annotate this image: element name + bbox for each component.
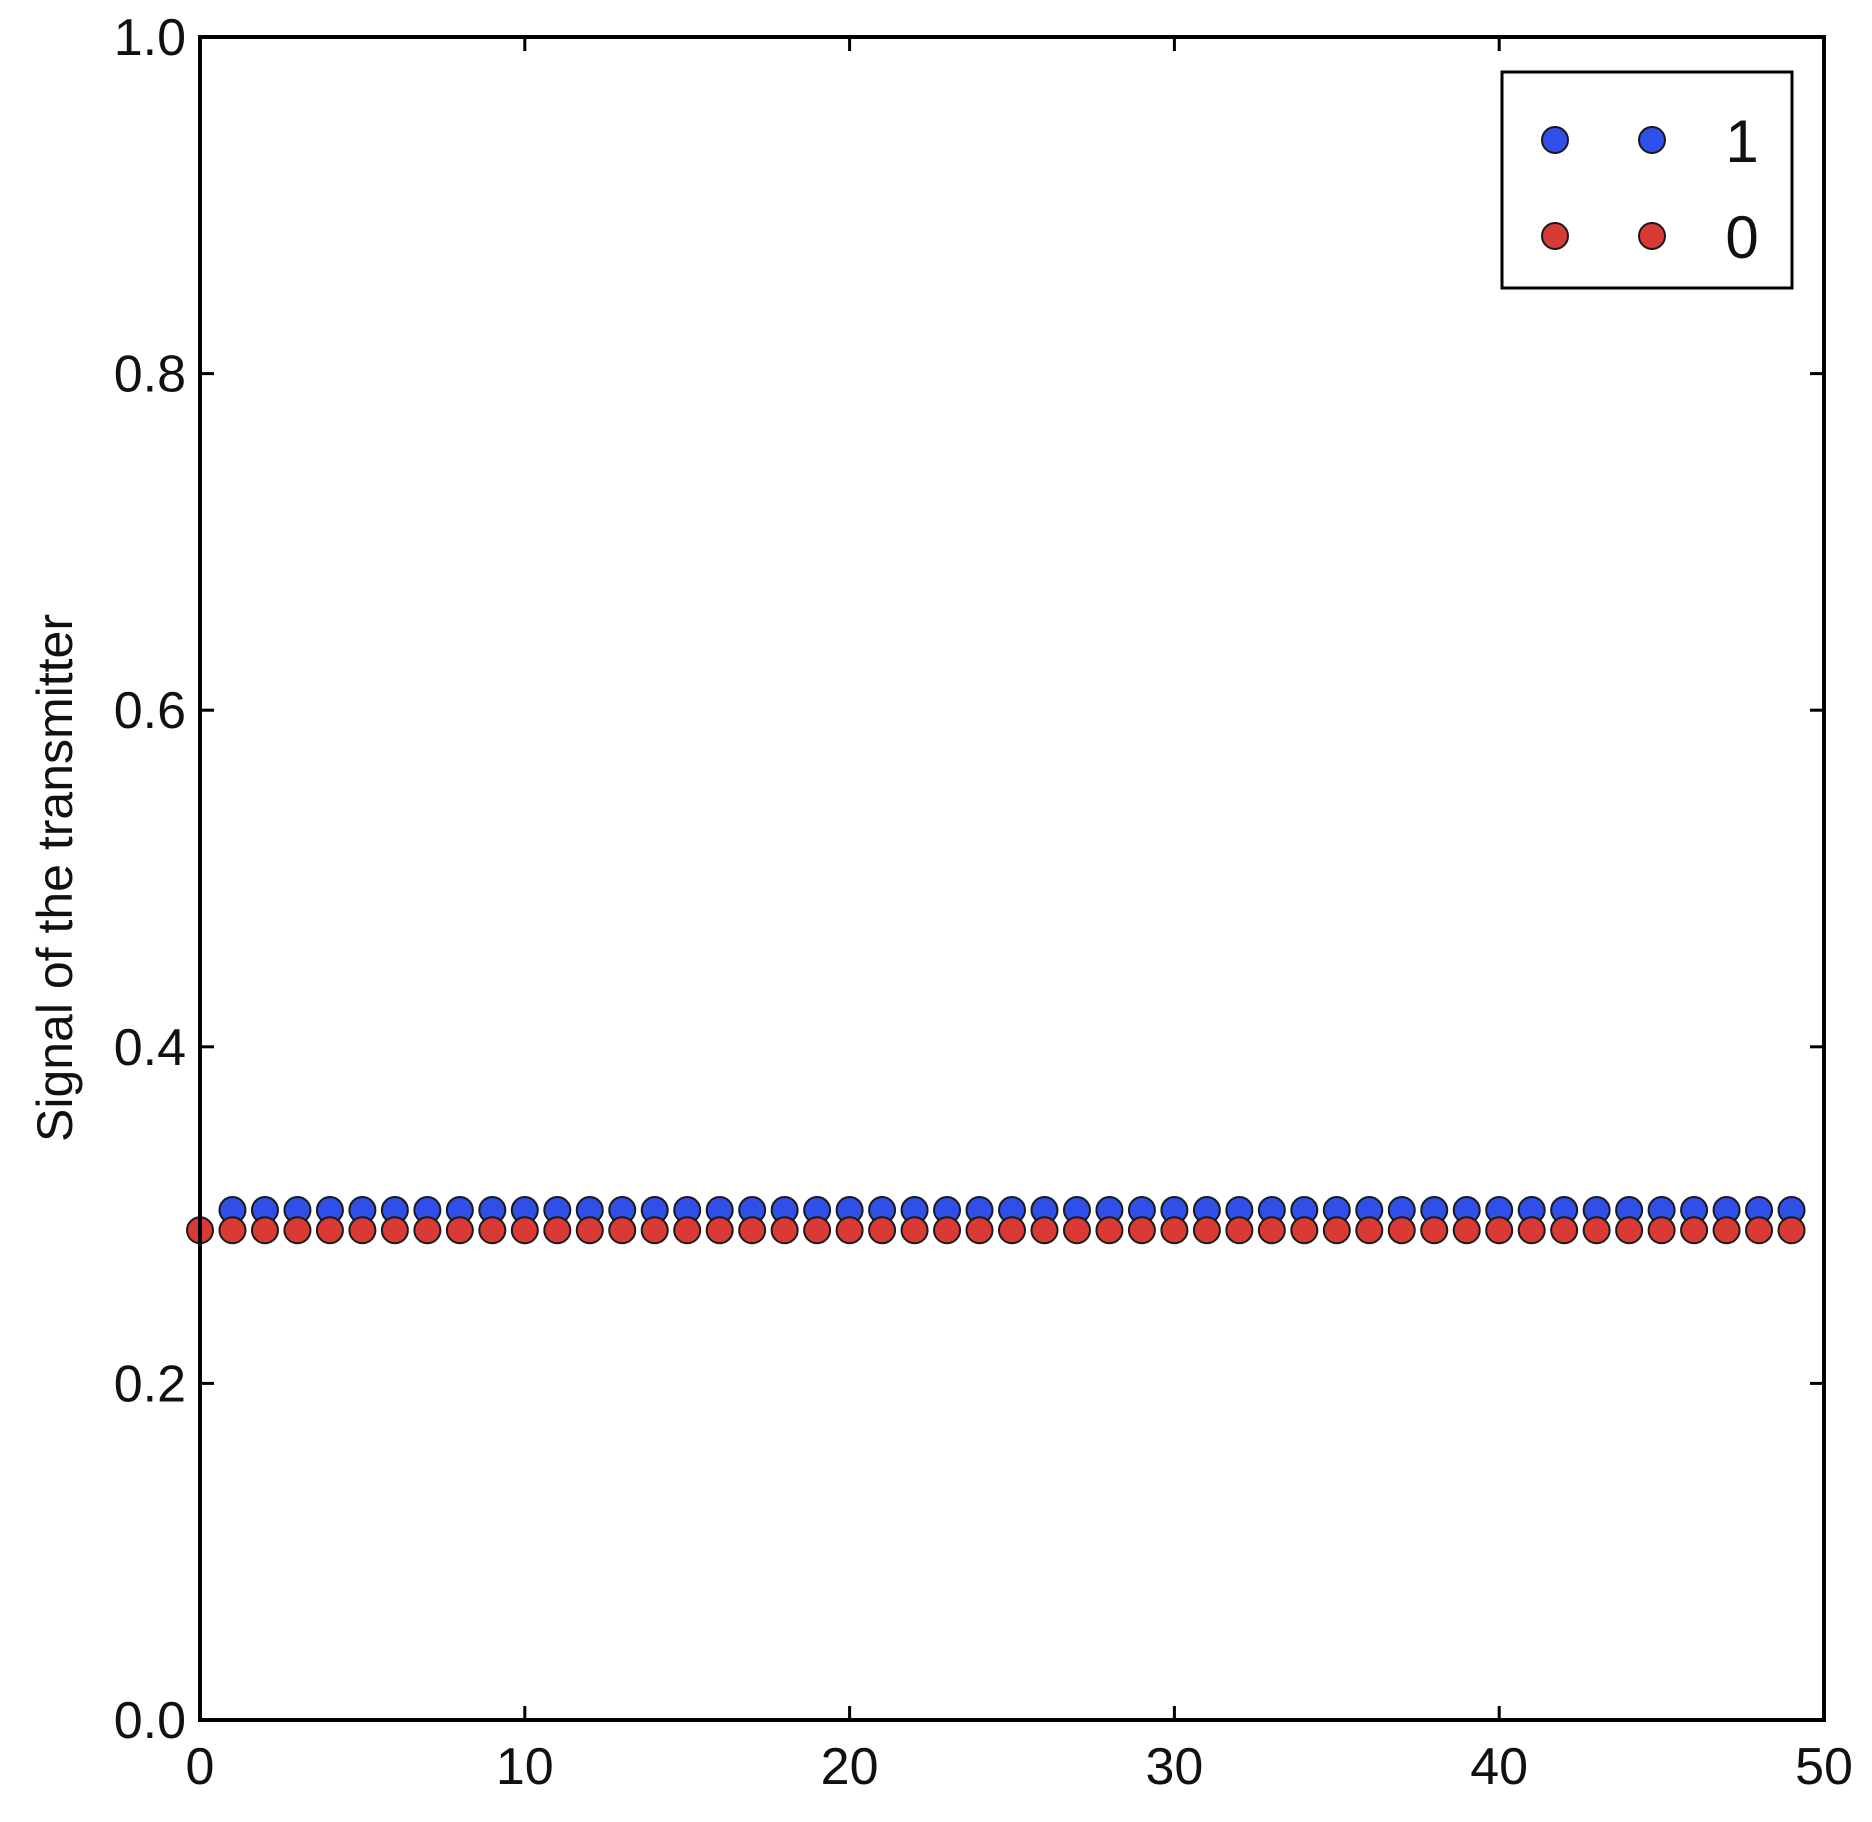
series-0-point [835, 1216, 864, 1245]
data-points [186, 1196, 1806, 1245]
x-tick-label: 0 [186, 1738, 215, 1796]
y-tick-label: 0.0 [114, 1692, 186, 1750]
series-0-point [770, 1216, 799, 1245]
series-0-point [640, 1216, 669, 1245]
series-0-point [445, 1216, 474, 1245]
series-0-point [1485, 1216, 1514, 1245]
series-0-point [738, 1216, 767, 1245]
x-tick-label: 30 [1145, 1738, 1203, 1796]
legend-label: 0 [1725, 204, 1758, 271]
series-0-point [510, 1216, 539, 1245]
y-axis-title: Signal of the transmitter [27, 614, 83, 1142]
series-0-point [1225, 1216, 1254, 1245]
series-0-point [478, 1216, 507, 1245]
series-0-point [1030, 1216, 1059, 1245]
series-0-point [803, 1216, 832, 1245]
series-0-point [1192, 1216, 1221, 1245]
series-0-point [283, 1216, 312, 1245]
series-0-point [1647, 1216, 1676, 1245]
series-0-point [1777, 1216, 1806, 1245]
legend-box [1500, 70, 1794, 290]
x-tick-label: 50 [1795, 1738, 1853, 1796]
y-tick-label: 0.4 [114, 1019, 186, 1077]
series-0-point [998, 1216, 1026, 1245]
legend-marker [1541, 222, 1569, 250]
series-0-point [575, 1216, 604, 1245]
series-0-point [250, 1216, 279, 1245]
series-0-point [1160, 1216, 1189, 1245]
series-0-point [1095, 1216, 1124, 1245]
series-0-point [705, 1216, 734, 1245]
series-0-point [1615, 1216, 1644, 1245]
legend-marker [1638, 126, 1666, 154]
series-0-point [218, 1216, 247, 1245]
series-0-point [1290, 1216, 1319, 1245]
plot-frame [198, 35, 1826, 1722]
series-0-point [1680, 1216, 1709, 1245]
series-0-point [965, 1216, 994, 1245]
series-0-point [348, 1216, 377, 1245]
legend-label: 1 [1725, 108, 1758, 175]
tick-labels: 0 10 20 30 40 500.00.20.40.60.81.0 [114, 9, 1853, 1796]
series-0-point [900, 1216, 929, 1245]
series-0-point [1062, 1216, 1091, 1245]
x-tick-label: 10 [496, 1738, 554, 1796]
legend-marker [1541, 126, 1569, 154]
y-tick-label: 0.8 [114, 346, 186, 404]
series-0-point [1420, 1216, 1449, 1245]
series-0-point [1712, 1216, 1741, 1245]
series-0-point [868, 1216, 897, 1245]
series-0-point [608, 1216, 637, 1245]
series-0-point [1257, 1216, 1286, 1245]
series-0-point [1322, 1216, 1351, 1245]
series-0-point [1387, 1216, 1416, 1245]
series-0-point [933, 1216, 962, 1245]
series-0-point [413, 1216, 442, 1245]
series-0-point [1355, 1216, 1384, 1245]
series-0-point [543, 1216, 572, 1245]
x-tick-label: 40 [1470, 1738, 1528, 1796]
series-0-point [1452, 1216, 1481, 1245]
x-tick-label: 20 [821, 1738, 879, 1796]
series-0-point [380, 1216, 409, 1245]
y-tick-label: 0.6 [114, 682, 186, 740]
series-0-point [1745, 1216, 1774, 1245]
series-0-point [1550, 1216, 1579, 1245]
series-0-point [1517, 1216, 1546, 1245]
series-0-point [315, 1216, 344, 1245]
legend-marker [1638, 222, 1666, 250]
y-tick-label: 1.0 [114, 9, 186, 67]
legend: 10 [1500, 70, 1794, 290]
series-0-point [1582, 1216, 1611, 1245]
series-0-point [1127, 1216, 1156, 1245]
series-0-point [673, 1216, 702, 1245]
y-tick-label: 0.2 [114, 1355, 186, 1413]
